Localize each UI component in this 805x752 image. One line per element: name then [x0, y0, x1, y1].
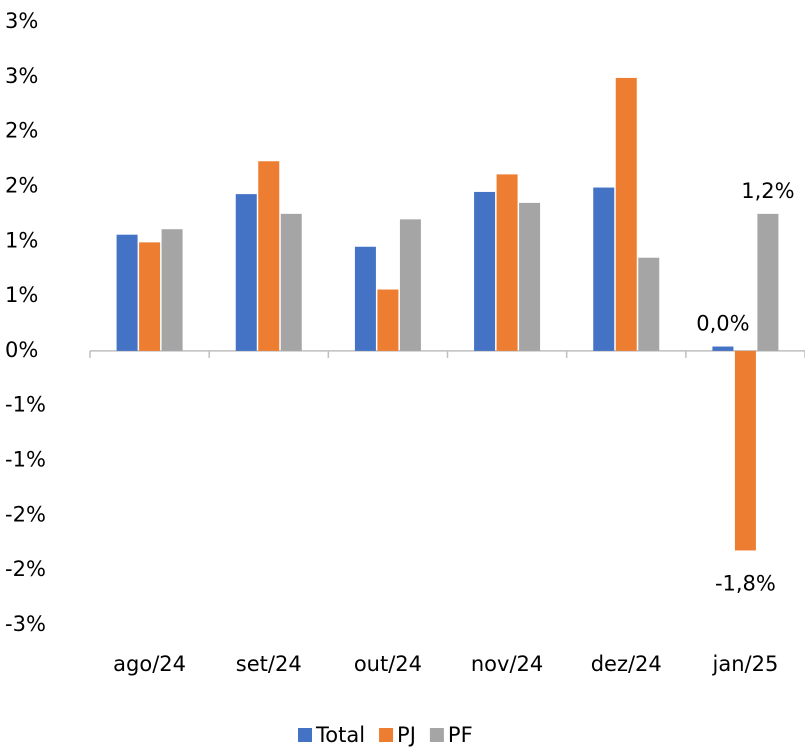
data-label: 1,2%: [741, 179, 794, 203]
x-tick-label: out/24: [354, 652, 422, 676]
bar: [280, 213, 302, 351]
x-tick-label: ago/24: [113, 652, 186, 676]
y-tick-label: -1%: [5, 393, 46, 417]
x-tick-label: nov/24: [471, 652, 543, 676]
bar: [712, 346, 734, 351]
legend-swatch: [379, 728, 394, 742]
bar: [161, 229, 183, 351]
bar: [519, 202, 541, 351]
bar: [258, 161, 280, 351]
bar: [354, 246, 376, 351]
legend-label: PJ: [397, 723, 416, 747]
x-tick-label: dez/24: [591, 652, 662, 676]
y-tick-label: 0%: [5, 338, 38, 362]
bar: [615, 77, 637, 351]
legend-swatch: [298, 728, 312, 742]
bar: [139, 242, 161, 351]
x-tick-label: jan/25: [712, 652, 779, 676]
bar: [593, 187, 615, 351]
legend-swatch: [429, 728, 444, 742]
bar: [496, 174, 518, 351]
bar: [377, 289, 399, 351]
legend-label: Total: [315, 723, 365, 747]
y-tick-label: 1%: [5, 283, 38, 307]
y-tick-label: 1%: [5, 228, 38, 252]
y-tick-label: -2%: [5, 502, 46, 526]
bar: [116, 234, 138, 351]
y-tick-label: 3%: [5, 64, 38, 88]
legend-label: PF: [448, 723, 473, 747]
y-tick-label: -2%: [5, 557, 46, 581]
bar: [235, 194, 257, 351]
bar: [757, 213, 779, 351]
bar: [399, 219, 421, 351]
bar: [638, 257, 660, 351]
y-tick-label: 2%: [5, 173, 38, 197]
y-tick-label: -1%: [5, 448, 46, 472]
y-tick-label: 2%: [5, 119, 38, 143]
bar: [474, 191, 496, 351]
data-label: -1,8%: [715, 571, 776, 595]
y-tick-label: 3%: [5, 9, 38, 33]
x-tick-label: set/24: [236, 652, 302, 676]
y-tick-label: -3%: [5, 612, 46, 636]
data-label: 0,0%: [696, 312, 749, 336]
bar: [734, 350, 756, 551]
